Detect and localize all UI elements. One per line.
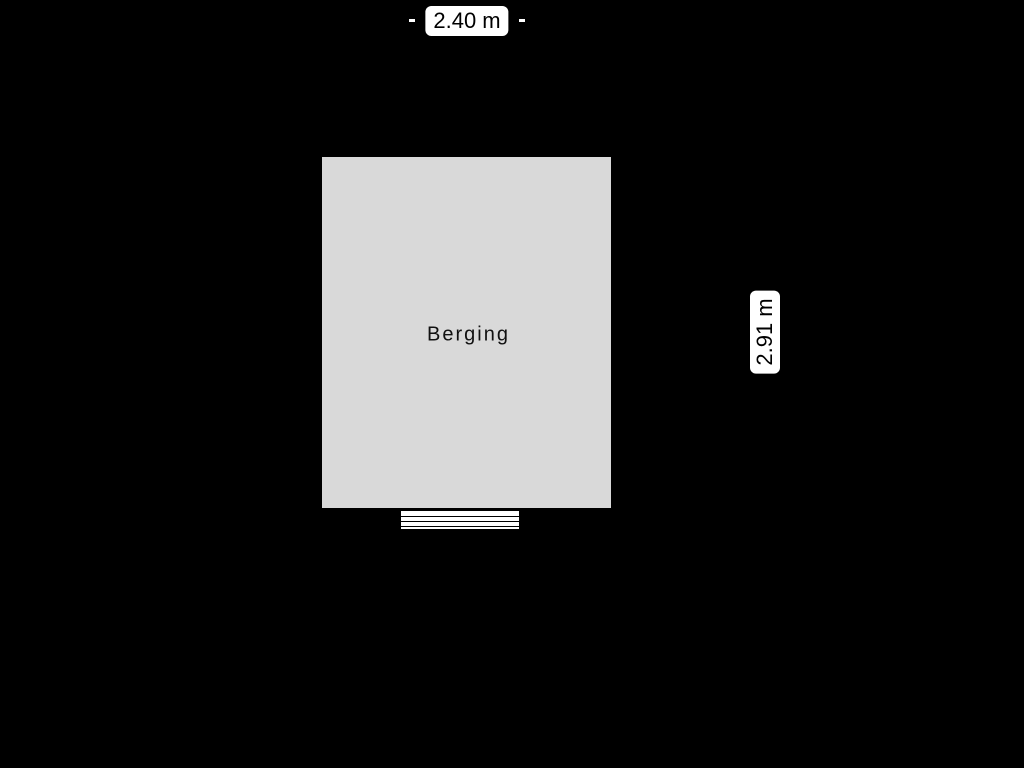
room-berging: Berging — [320, 155, 613, 510]
door-threshold — [400, 510, 520, 530]
dim-tick — [409, 19, 415, 22]
door-plank-line — [401, 516, 519, 517]
floorplan-canvas: 2.40 m 2.91 m Berging — [0, 0, 1024, 768]
dimension-height-label: 2.91 m — [750, 290, 780, 373]
dimension-width-label: 2.40 m — [425, 6, 508, 36]
door-plank-line — [401, 526, 519, 527]
dim-tick — [519, 19, 525, 22]
door-plank-line — [401, 521, 519, 522]
room-label: Berging — [427, 323, 510, 346]
